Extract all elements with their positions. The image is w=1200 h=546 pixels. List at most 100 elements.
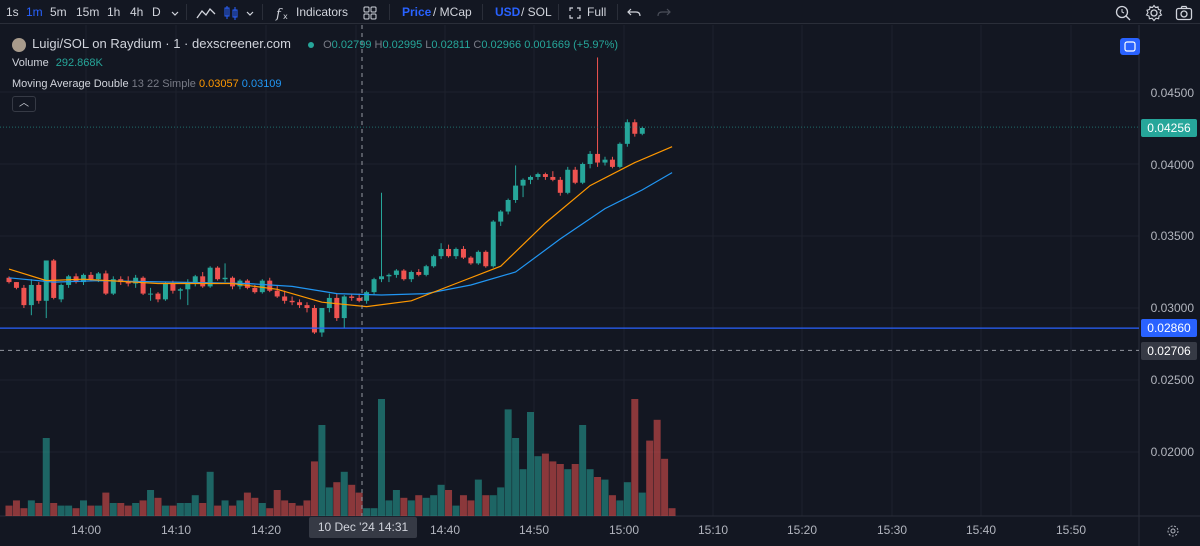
candle-body [438, 248, 444, 257]
candle [550, 171, 556, 182]
candle [222, 263, 228, 283]
volume-bar [87, 505, 95, 516]
candle [453, 247, 459, 260]
timezone-settings-icon[interactable] [1166, 524, 1180, 543]
volume-bar [236, 500, 244, 516]
candle [460, 246, 466, 260]
price-chart[interactable] [0, 25, 1200, 546]
line-chart-icon[interactable] [196, 0, 216, 24]
chart-legend: Luigi/SOL on Raydium · 1 · dexscreener.c… [12, 36, 618, 53]
time-axis-label: 14:10 [160, 523, 192, 537]
candle-body [483, 251, 489, 267]
candle [528, 175, 533, 185]
interval-15m[interactable]: 15m [76, 5, 100, 19]
volume-bar [5, 505, 13, 516]
volume-bar [214, 505, 222, 516]
candle-body [311, 308, 317, 333]
svg-text:f: f [275, 7, 283, 21]
interval-dropdown-icon[interactable] [170, 0, 180, 24]
candle-body [259, 280, 265, 293]
candle-body [475, 251, 481, 264]
candle-body [572, 169, 578, 183]
interval-1s[interactable]: 1s [6, 5, 19, 19]
candle [282, 290, 288, 304]
candle-body [244, 280, 250, 288]
candle-body [28, 284, 34, 306]
volume-bar [72, 508, 80, 516]
chart-area[interactable]: Luigi/SOL on Raydium · 1 · dexscreener.c… [0, 25, 1200, 546]
candle-body [565, 169, 571, 193]
indicators-button[interactable]: Indicators [296, 5, 349, 19]
candle [371, 277, 377, 296]
auto-scale-button[interactable] [1120, 38, 1140, 55]
volume-legend[interactable]: Volume 292.868K [12, 57, 103, 69]
usd-toggle[interactable]: USD [495, 5, 521, 19]
candle [140, 276, 146, 296]
volume-bar [400, 497, 408, 516]
volume-bar [94, 505, 102, 516]
ma-fast-line [8, 146, 673, 308]
horizontal-line-price-tag[interactable]: 0.02860 [1141, 319, 1197, 337]
collapse-legend-button[interactable]: ︿ [12, 96, 36, 112]
fullscreen-icon[interactable] [569, 0, 581, 24]
volume-bar [27, 500, 35, 516]
refresh-icon [1124, 41, 1136, 52]
candle [557, 176, 563, 196]
candle [431, 254, 437, 268]
candle [215, 266, 221, 281]
candle [602, 156, 608, 166]
candle [401, 269, 407, 281]
quick-search-icon[interactable] [1114, 0, 1132, 24]
redo-icon[interactable] [657, 0, 671, 24]
candle [13, 282, 19, 290]
candle [617, 142, 623, 169]
volume-bar [616, 500, 624, 516]
interval-5m[interactable]: 5m [50, 5, 67, 19]
divider [186, 4, 187, 20]
volume-bar [169, 505, 177, 516]
candle [162, 282, 168, 301]
settings-gear-icon[interactable] [1145, 0, 1163, 24]
interval-1h[interactable]: 1h [107, 5, 121, 19]
volume-bar [452, 505, 460, 516]
volume-bar [527, 412, 534, 516]
volume-bar [161, 505, 169, 516]
layout-grid-icon[interactable] [362, 0, 378, 24]
candle [274, 284, 280, 298]
divider [617, 4, 618, 20]
candle-body [639, 128, 645, 134]
candle-body [542, 174, 548, 177]
fullscreen-button[interactable]: Full [587, 5, 607, 19]
volume-bar [191, 495, 199, 516]
candle-body [103, 273, 109, 294]
candle-body [274, 290, 280, 297]
volume-bar [12, 500, 20, 516]
candle-body [58, 284, 64, 300]
candle-body [95, 273, 101, 280]
interval-4h[interactable]: 4h [130, 5, 144, 19]
volume-bar [132, 503, 140, 516]
time-axis-label: 15:10 [697, 523, 729, 537]
undo-icon[interactable] [627, 0, 641, 24]
volume-bar [340, 471, 348, 516]
volume-bar [370, 508, 378, 516]
volume-bar [80, 500, 87, 516]
mcap-toggle[interactable]: / MCap [433, 5, 472, 19]
volume-bar [512, 438, 520, 516]
chart-type-dropdown-icon[interactable] [245, 0, 255, 24]
screenshot-camera-icon[interactable] [1175, 0, 1193, 24]
ma-legend[interactable]: Moving Average Double 13 22 Simple 0.030… [12, 78, 282, 90]
volume-bar [638, 492, 646, 516]
volume-bar [65, 505, 73, 516]
price-toggle[interactable]: Price [402, 5, 432, 19]
candle-body [81, 274, 86, 283]
candle [43, 260, 49, 319]
chart-grid [0, 25, 1200, 546]
interval-1m[interactable]: 1m [26, 5, 43, 19]
sol-toggle[interactable]: / SOL [521, 5, 552, 19]
candles-icon[interactable] [223, 0, 239, 24]
volume-bar [206, 471, 214, 516]
candle-body [393, 270, 399, 275]
interval-1d[interactable]: D [152, 5, 161, 19]
